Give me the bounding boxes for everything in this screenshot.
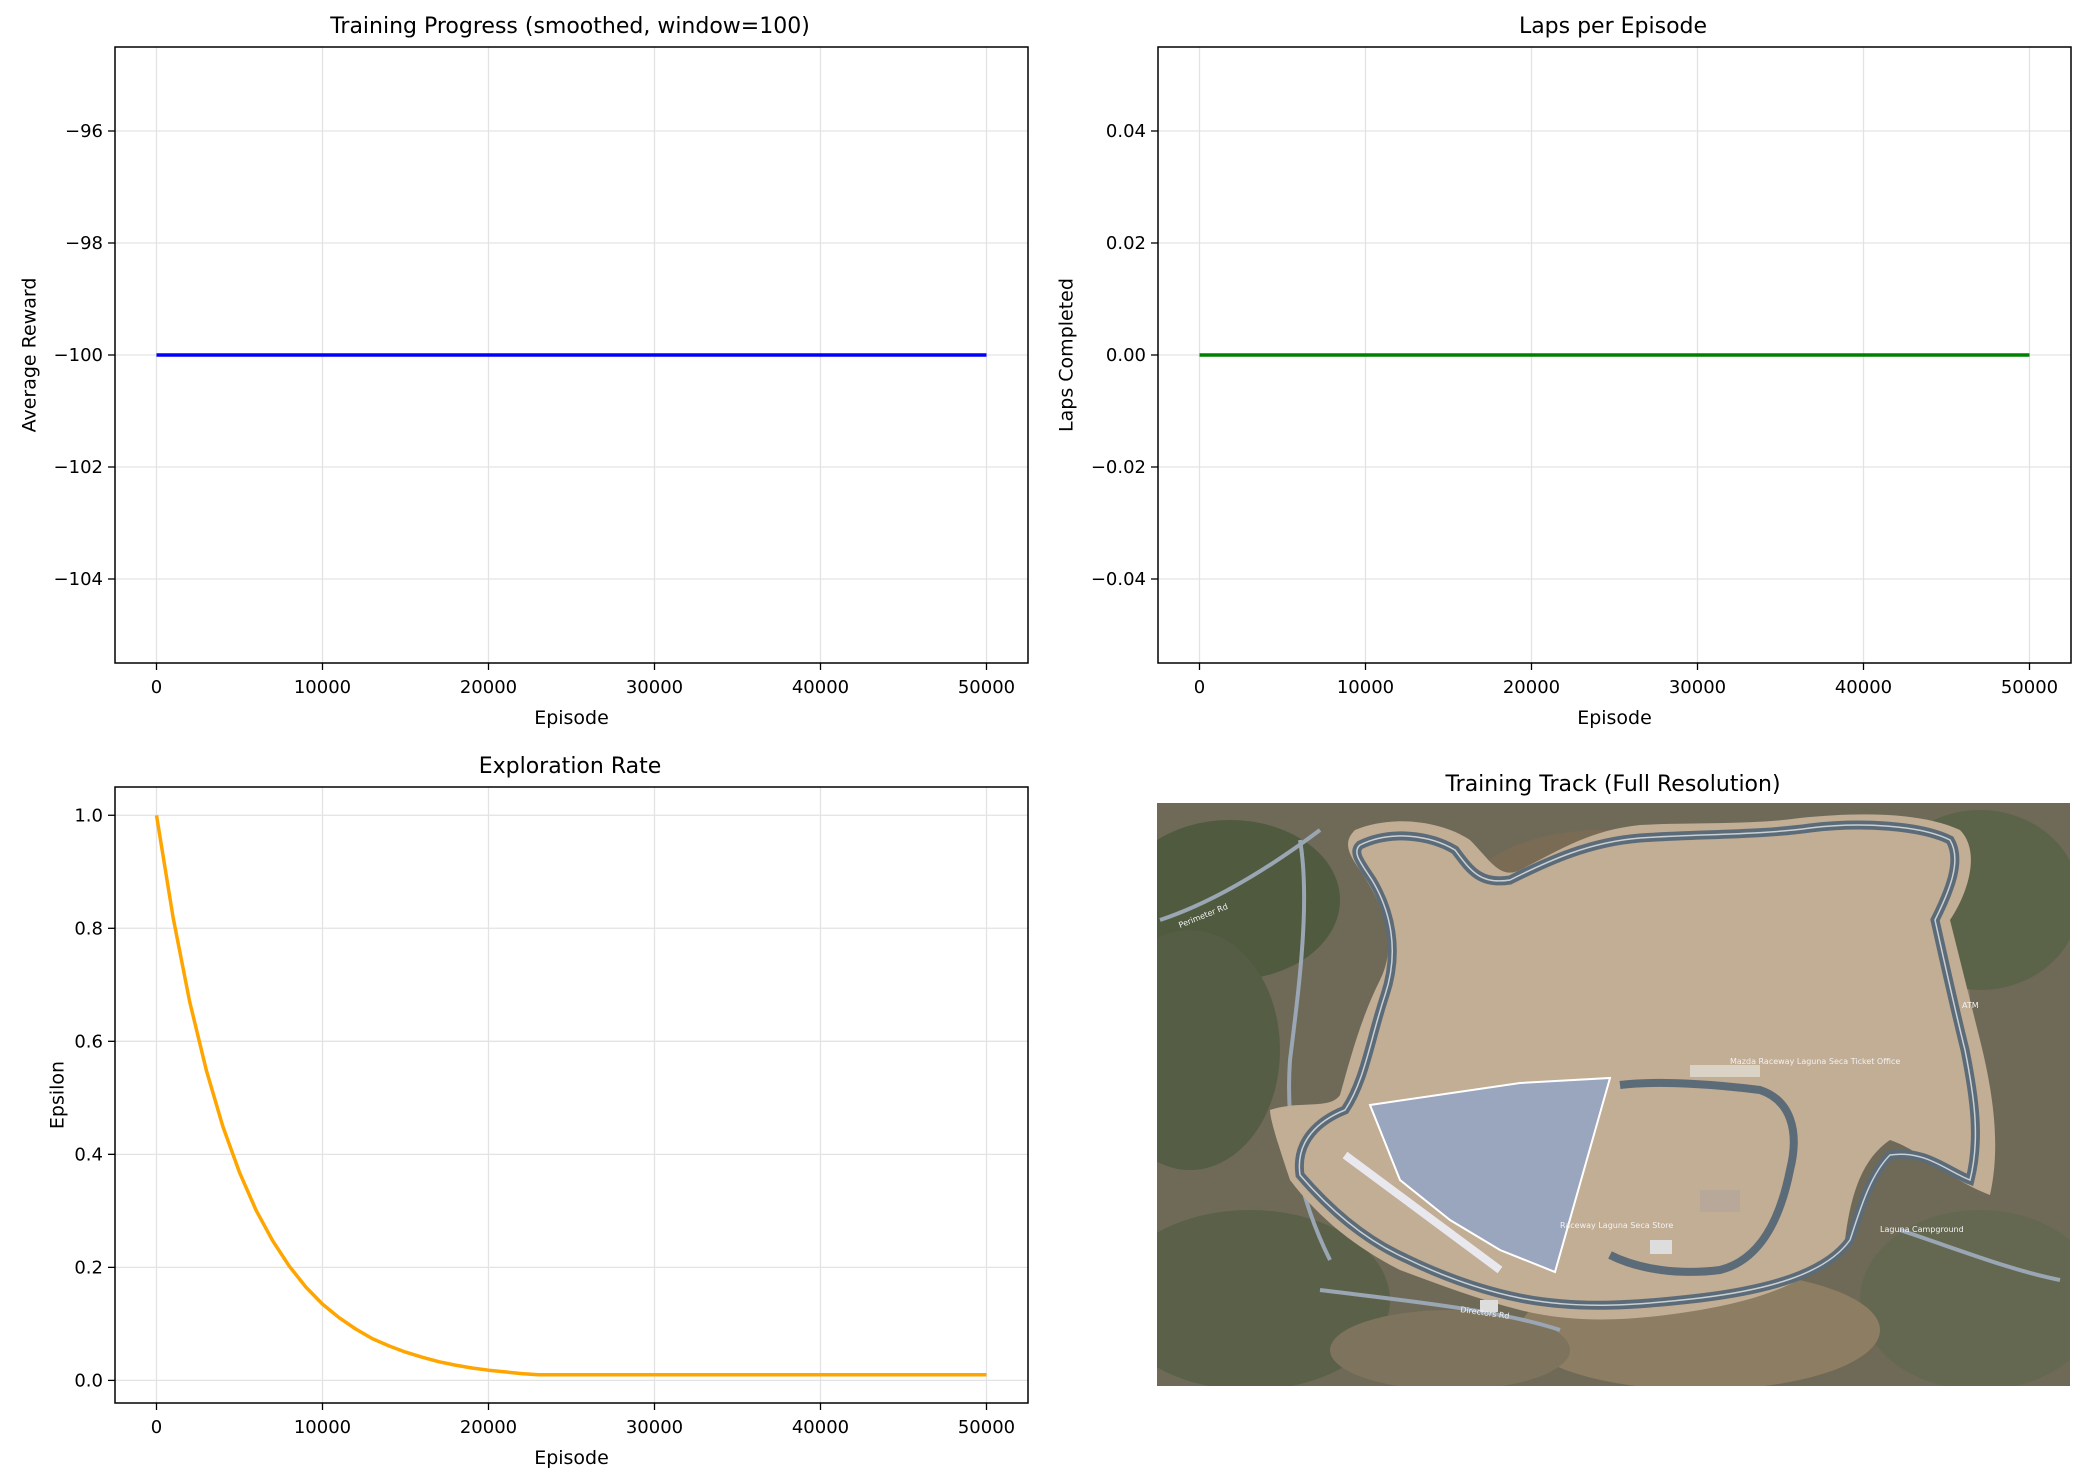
x-tick-label: 0 bbox=[151, 677, 162, 698]
y-tick-label: −96 bbox=[65, 121, 103, 142]
y-tick-label: −102 bbox=[54, 457, 103, 478]
x-tick-label: 20000 bbox=[460, 1417, 517, 1438]
y-tick-label: −0.04 bbox=[1091, 569, 1146, 590]
laps-chart: Laps per Episode 0 10000 20000 30000 40000 50… bbox=[1056, 14, 2072, 729]
x-tick-label: 30000 bbox=[1669, 677, 1726, 698]
x-tick-label: 30000 bbox=[626, 1417, 683, 1438]
y-tick-label: 0.00 bbox=[1106, 345, 1146, 366]
x-tick-label: 0 bbox=[151, 1417, 162, 1438]
y-tick-label: 0.02 bbox=[1106, 233, 1146, 254]
y-tick-label: 0.04 bbox=[1106, 121, 1146, 142]
x-tick-label: 40000 bbox=[1835, 677, 1892, 698]
reward-chart: Training Progress (smoothed, window=100)… bbox=[19, 14, 1029, 729]
epsilon-chart: Exploration Rate 0 10000 20000 30000 40000 50… bbox=[47, 754, 1029, 1469]
map-label-atm: ATM bbox=[1962, 1001, 1979, 1010]
laps-chart-title: Laps per Episode bbox=[1519, 14, 1707, 39]
y-tick-label: 0.4 bbox=[74, 1144, 103, 1165]
y-tick-label: −104 bbox=[54, 569, 103, 590]
x-tick-label: 50000 bbox=[958, 677, 1015, 698]
x-tick-label: 50000 bbox=[958, 1417, 1015, 1438]
x-tick-label: 20000 bbox=[1503, 677, 1560, 698]
y-tick-label: 0.0 bbox=[74, 1370, 103, 1391]
x-tick-label: 20000 bbox=[460, 677, 517, 698]
map-label-store: Raceway Laguna Seca Store bbox=[1560, 1221, 1673, 1230]
map-label-campground: Laguna Campground bbox=[1880, 1225, 1964, 1234]
x-tick-label: 10000 bbox=[1337, 677, 1394, 698]
y-tick-label: −98 bbox=[65, 233, 103, 254]
x-tick-label: 30000 bbox=[626, 677, 683, 698]
track-image-panel: Training Track (Full Resolution) bbox=[1157, 772, 2070, 1386]
track-image-title: Training Track (Full Resolution) bbox=[1444, 772, 1780, 797]
map-label-ticket-office: Mazda Raceway Laguna Seca Ticket Office bbox=[1730, 1057, 1900, 1066]
y-tick-label: 0.8 bbox=[74, 918, 103, 939]
epsilon-chart-title: Exploration Rate bbox=[479, 754, 662, 779]
y-tick-label: −0.02 bbox=[1091, 457, 1146, 478]
x-tick-label: 10000 bbox=[294, 1417, 351, 1438]
y-axis-label: Average Reward bbox=[19, 278, 41, 433]
x-tick-label: 40000 bbox=[792, 677, 849, 698]
x-tick-label: 40000 bbox=[792, 1417, 849, 1438]
x-tick-label: 10000 bbox=[294, 677, 351, 698]
y-tick-label: −100 bbox=[54, 345, 103, 366]
x-axis-label: Episode bbox=[534, 707, 609, 729]
y-tick-label: 0.2 bbox=[74, 1257, 103, 1278]
y-axis-label: Laps Completed bbox=[1056, 278, 1078, 432]
y-axis-label: Epsilon bbox=[47, 1061, 69, 1129]
reward-chart-title: Training Progress (smoothed, window=100) bbox=[329, 14, 810, 39]
series-line-0 bbox=[154, 815, 987, 1377]
y-tick-label: 1.0 bbox=[74, 805, 103, 826]
y-tick-label: 0.6 bbox=[74, 1031, 103, 1052]
satellite-map: Perimeter Rd Mazda Raceway Laguna Seca T… bbox=[1157, 803, 2070, 1386]
x-axis-label: Episode bbox=[534, 1447, 609, 1469]
x-tick-label: 50000 bbox=[2001, 677, 2058, 698]
x-axis-label: Episode bbox=[1577, 707, 1652, 729]
x-tick-label: 0 bbox=[1194, 677, 1205, 698]
axes-frame bbox=[114, 786, 1029, 1404]
